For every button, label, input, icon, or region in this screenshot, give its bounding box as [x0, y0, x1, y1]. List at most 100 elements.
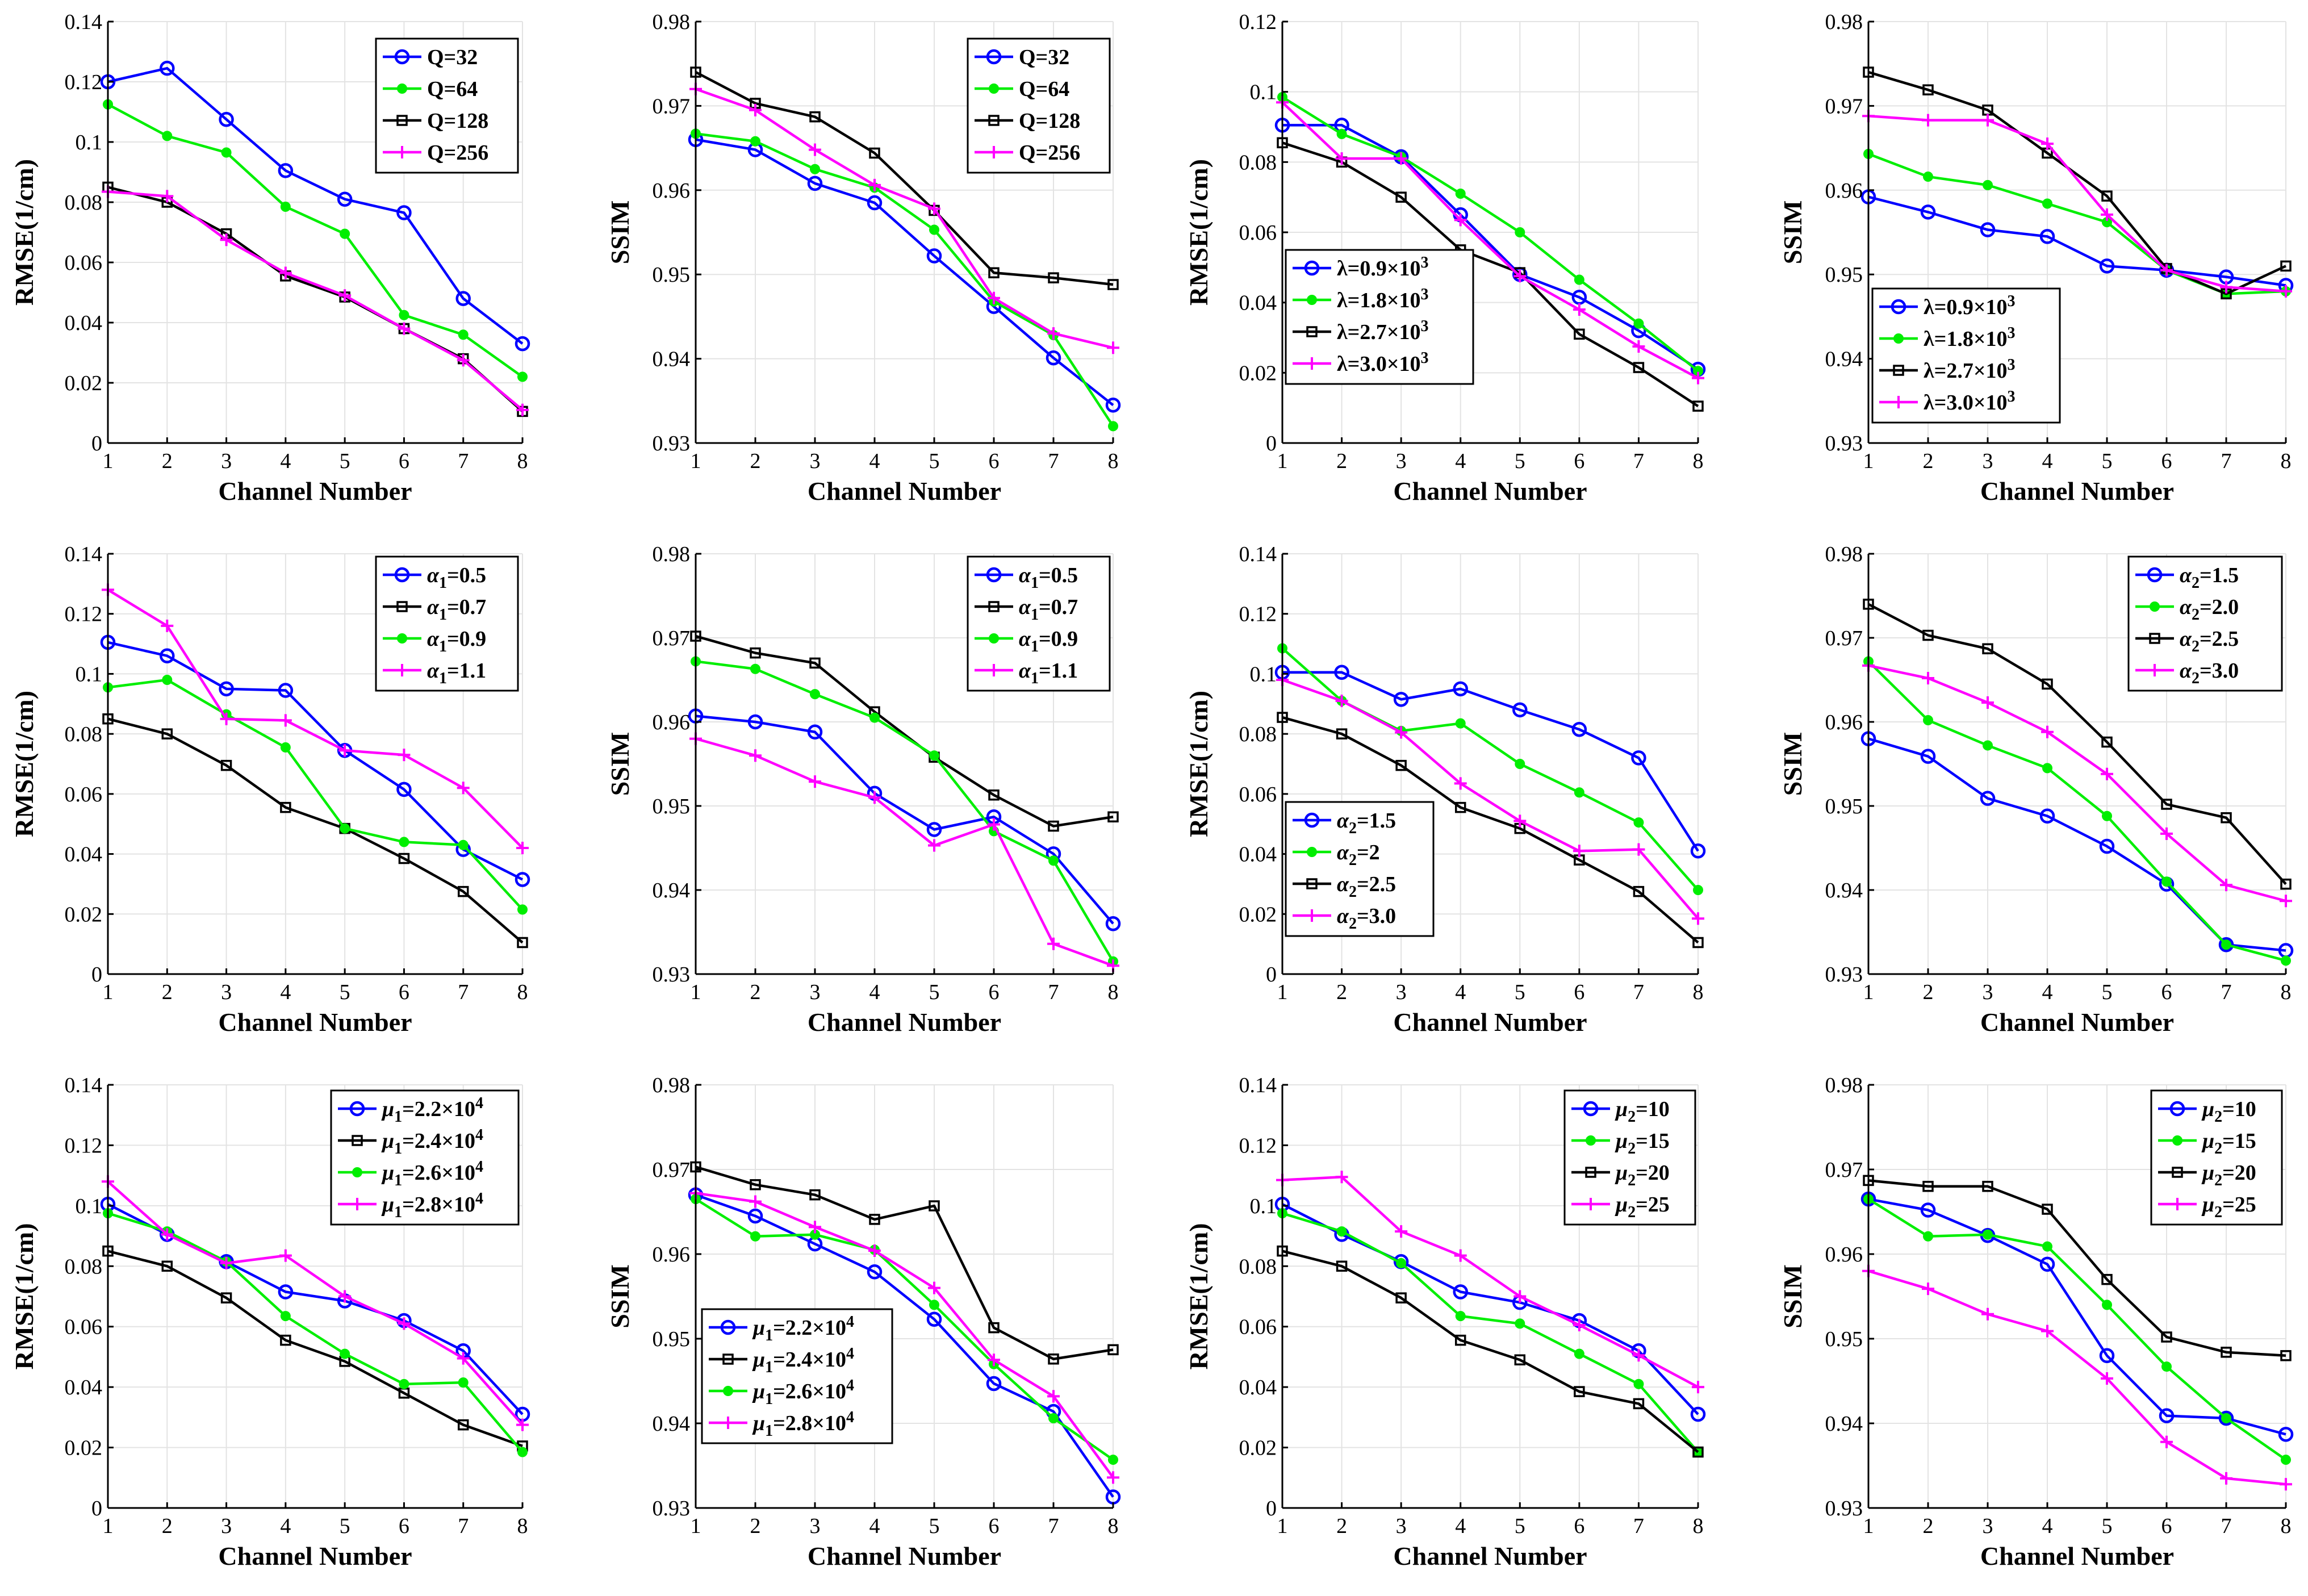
data-point — [2041, 725, 2054, 738]
data-point — [750, 1179, 761, 1190]
legend-box — [375, 555, 519, 692]
data-point — [1395, 759, 1407, 771]
y-tick-label: 0.94 — [1825, 1412, 1863, 1436]
y-tick-label: 0.12 — [1239, 1134, 1277, 1158]
data-point — [1046, 350, 1061, 366]
data-point — [1574, 787, 1584, 798]
series-green — [103, 675, 528, 915]
legend-label: μ2=25 — [2201, 1193, 2256, 1221]
legend: α2=1.5 α2=2.0 α2=2.5 α2=3.0 — [2127, 555, 2283, 692]
legend-label: μ2=10 — [2201, 1097, 2256, 1126]
x-tick-label: 2 — [750, 1514, 761, 1538]
series-blue — [1860, 189, 2294, 293]
data-point — [868, 791, 881, 804]
data-point — [399, 310, 409, 320]
data-point — [1920, 1202, 1936, 1218]
data-point — [869, 712, 880, 723]
x-tick-label: 3 — [221, 980, 232, 1004]
data-point — [398, 1317, 411, 1330]
legend-label: Q=64 — [1019, 77, 1069, 101]
data-point — [929, 1300, 939, 1310]
y-tick-label: 0.14 — [65, 1073, 103, 1097]
data-point — [1105, 397, 1121, 413]
series-black — [1277, 712, 1704, 949]
data-point — [810, 689, 820, 700]
data-point — [1513, 814, 1527, 828]
y-axis-label: RMSE(1/cm) — [1184, 1223, 1213, 1369]
x-tick-label: 7 — [2221, 980, 2232, 1004]
data-point — [2042, 1204, 2053, 1215]
data-point — [1690, 1406, 1706, 1422]
data-point — [2042, 198, 2052, 209]
y-tick-label: 0.93 — [653, 1497, 691, 1520]
data-point — [807, 176, 823, 191]
data-point — [2101, 736, 2113, 748]
y-axis-label: SSIM — [1778, 1264, 1807, 1328]
data-point — [278, 683, 294, 698]
data-point — [1306, 357, 1318, 370]
data-point — [2280, 260, 2292, 272]
x-tick-label: 5 — [929, 980, 940, 1004]
data-point — [988, 115, 1000, 126]
series-line — [1867, 1198, 2287, 1461]
chart-panel: 0 0.02 0.04 0.06 0.08 0.1 0.12 0.14 1 2 3 4 5 6 7 8 Chan… — [10, 10, 530, 505]
x-tick-label: 1 — [1863, 980, 1874, 1004]
data-point — [1690, 843, 1706, 859]
data-point — [1396, 1257, 1407, 1268]
data-point — [1983, 740, 1993, 751]
series-line — [1282, 1212, 1699, 1453]
legend-label: α1=0.5 — [427, 563, 486, 592]
y-tick-label: 0.06 — [1239, 783, 1277, 807]
series-line — [107, 1180, 524, 1426]
y-tick-label: 0.98 — [653, 542, 691, 566]
chart-panel: 0.93 0.94 0.95 0.96 0.97 0.98 1 2 3 4 5 6 7 8 Channel … — [1778, 1073, 2294, 1570]
legend: λ=0.9×103 λ=1.8×103 λ=2.7×103 λ=3.0×103 — [1285, 249, 1474, 385]
series-line — [695, 634, 1114, 828]
series-line — [107, 1212, 524, 1453]
y-tick-label: 0.08 — [65, 1255, 103, 1279]
data-point — [399, 1378, 409, 1389]
y-axis-label: SSIM — [605, 200, 634, 264]
data-point — [750, 1231, 760, 1242]
data-point — [2101, 1372, 2113, 1385]
data-point — [2280, 1350, 2292, 1361]
data-point — [869, 1214, 880, 1225]
data-point — [279, 1249, 292, 1262]
data-point — [1512, 702, 1528, 718]
data-point — [457, 885, 469, 897]
data-point — [220, 233, 233, 246]
data-point — [279, 266, 292, 279]
series-green — [691, 1194, 1118, 1465]
legend: μ2=10 μ2=15 μ2=20 μ2=25 — [1563, 1089, 1696, 1226]
legend-label: μ1=2.4×104 — [752, 1345, 854, 1376]
data-point — [1983, 179, 1993, 190]
series-blue — [1274, 665, 1706, 859]
legend-label: μ1=2.2×104 — [752, 1313, 854, 1344]
legend-label: Q=32 — [1019, 45, 1069, 69]
x-tick-label: 5 — [2102, 980, 2113, 1004]
y-axis-label: RMSE(1/cm) — [10, 159, 39, 306]
y-tick-label: 0.1 — [1250, 1194, 1277, 1218]
data-point — [1982, 1181, 1993, 1192]
y-axis-label: SSIM — [605, 1264, 634, 1328]
y-tick-label: 0.1 — [76, 662, 103, 686]
legend-label: μ1=2.8×104 — [752, 1409, 854, 1440]
y-tick-label: 0.96 — [1825, 179, 1863, 203]
series-line — [107, 103, 524, 378]
data-point — [2039, 229, 2055, 244]
y-tick-label: 0.02 — [1239, 361, 1277, 385]
legend-label: μ2=20 — [2201, 1161, 2256, 1189]
x-tick-label: 1 — [1277, 980, 1288, 1004]
data-point — [1395, 726, 1408, 739]
x-tick-label: 5 — [1515, 449, 1525, 473]
data-point — [399, 837, 409, 847]
data-point — [1573, 303, 1586, 316]
legend: Q=32 Q=64 Q=128 Q=256 — [375, 37, 519, 174]
series-line — [1868, 737, 2286, 952]
data-point — [1395, 191, 1407, 203]
data-point — [340, 228, 350, 239]
x-tick-label: 5 — [929, 1514, 940, 1538]
data-point — [396, 205, 412, 220]
data-point — [278, 1284, 294, 1300]
